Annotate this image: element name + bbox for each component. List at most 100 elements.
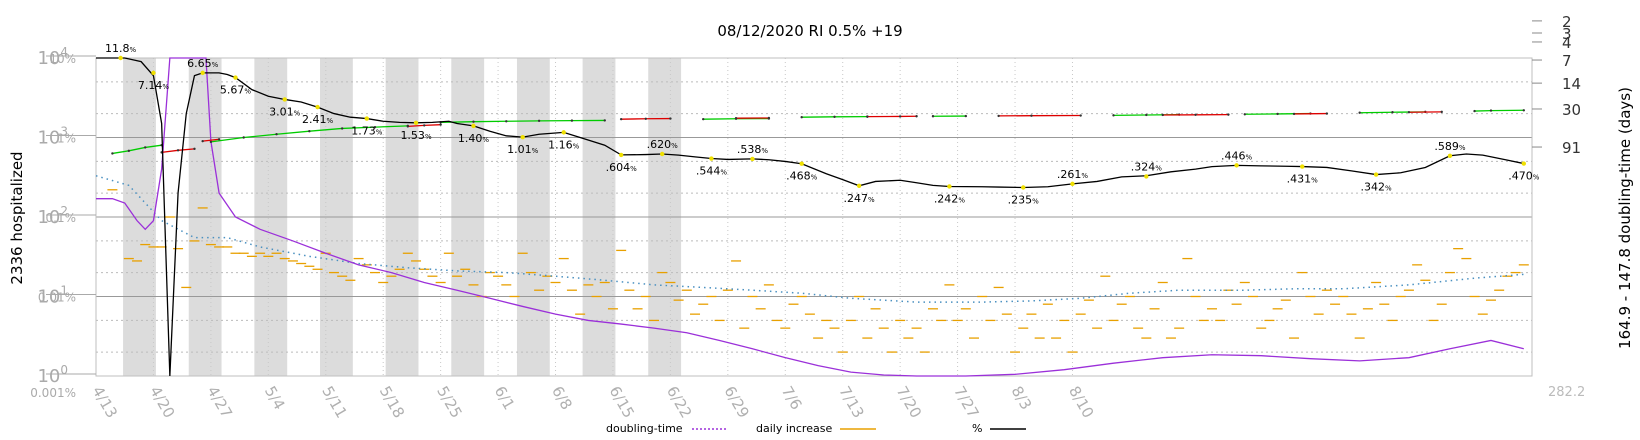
pct-marker-9 (520, 134, 525, 140)
falling-point-5-0 (866, 115, 869, 118)
pct-label-5: 2.41% (302, 113, 334, 126)
x-tick-4: 5/11 (318, 383, 350, 421)
pct-marker-17 (947, 184, 952, 189)
falling-point-2-2 (439, 123, 442, 126)
rising-segment-2 (440, 119, 605, 124)
x-tick-5: 5/18 (376, 383, 408, 421)
falling-point-8-1 (1325, 112, 1329, 115)
pct-marker-14 (750, 156, 755, 162)
falling-point-4-1 (767, 116, 771, 120)
pct-marker-2 (200, 70, 205, 76)
x-tick-6: 5/25 (433, 383, 465, 421)
rising-point-8-1 (1391, 111, 1394, 114)
y-right-tick-3: 7 (1562, 52, 1572, 70)
legend: doubling-time daily increase % (606, 422, 1026, 435)
falling-point-9-1 (1440, 110, 1443, 114)
falling-point-9-0 (1407, 111, 1411, 114)
rising-segment-0 (112, 144, 162, 155)
y-left-tick-1: 101 (37, 284, 68, 308)
x-tick-17: 8/10 (1065, 383, 1097, 421)
pct-marker-23 (1373, 172, 1379, 177)
y-left-tick-0: 100 (37, 363, 68, 387)
pct-label-21: .446% (1221, 149, 1253, 162)
pct-marker-4 (282, 97, 287, 102)
pct-line (96, 57, 1524, 377)
pct-marker-7 (413, 120, 419, 126)
pct-label-14: .538% (737, 143, 769, 156)
rising-point-2-3 (537, 119, 541, 123)
y-left-pct-tick-1: 0.01% (38, 291, 76, 305)
x-tick-9: 6/15 (605, 383, 637, 421)
falling-point-6-2 (1079, 114, 1082, 117)
falling-point-6-0 (997, 114, 1000, 118)
rising-point-2-1 (472, 120, 475, 123)
y-right-tick-4: 14 (1562, 75, 1581, 93)
rising-point-0-1 (127, 149, 131, 153)
rising-point-1-2 (275, 133, 278, 136)
doubling-line (96, 57, 1524, 377)
doubling-time-series (96, 57, 1524, 377)
y-left-tick-4: 104 (37, 45, 68, 69)
x-tick-13: 7/13 (835, 383, 867, 421)
pct-marker-24 (1447, 153, 1453, 158)
rising-point-1-1 (242, 136, 245, 139)
pct-label-0: 11.8% (105, 42, 137, 55)
legend-label-pct: % (972, 422, 982, 435)
trend-series (95, 175, 1524, 303)
pct-label-13: .544% (696, 165, 728, 178)
legend-label-daily: daily increase (756, 422, 832, 435)
rising-point-1-3 (308, 130, 311, 133)
rising-point-5-0 (931, 115, 935, 118)
y-left-tick-3: 103 (37, 125, 68, 149)
plot-frame (95, 57, 1533, 377)
growth-segments (111, 109, 1525, 155)
rising-point-3-0 (702, 117, 705, 121)
x-tick-3: 5/4 (261, 383, 289, 413)
y-left-pct-tick-0: 0.001% (30, 386, 76, 400)
pct-label-20: .324% (1131, 160, 1163, 173)
x-tick-12: 7/6 (778, 383, 806, 413)
falling-point-7-0 (1161, 113, 1164, 117)
x-tick-14: 7/20 (893, 383, 925, 421)
pct-marker-15 (799, 161, 804, 166)
falling-point-3-1 (644, 117, 647, 120)
x-tick-11: 6/29 (720, 383, 752, 421)
y-right-tick-6: 91 (1562, 139, 1581, 157)
pct-label-12: .620% (647, 138, 679, 151)
rising-point-6-1 (1145, 113, 1148, 117)
rising-point-4-0 (800, 116, 803, 119)
falling-point-7-1 (1194, 113, 1197, 116)
rising-point-4-1 (833, 115, 836, 119)
pct-marker-12 (659, 151, 665, 157)
y-right-corner-label: 282.2 (1548, 385, 1585, 400)
pct-marker-16 (856, 183, 862, 188)
falling-point-1-1 (217, 138, 221, 141)
y-axis-left-label: 2336 hospitalized (8, 151, 26, 284)
x-tick-7: 6/1 (491, 383, 519, 413)
pct-marker-1 (151, 70, 156, 76)
pct-marker-20 (1144, 174, 1149, 179)
x-tick-2: 4/27 (203, 383, 235, 421)
rising-point-7-1 (1276, 112, 1279, 116)
pct-marker-25 (1521, 161, 1526, 166)
rising-point-2-2 (505, 120, 508, 123)
falling-point-0-2 (193, 147, 196, 151)
y-left-pct-tick-3: 1% (57, 132, 76, 146)
y-right-tick-0: 2 (1562, 13, 1572, 31)
x-tick-16: 8/3 (1008, 383, 1036, 413)
pct-label-8: 1.40% (458, 132, 490, 145)
pct-marker-8 (471, 123, 476, 129)
rising-point-2-4 (570, 119, 574, 122)
falling-point-5-2 (915, 115, 918, 118)
percent-labels: 11.8% 7.14% 6.65% 5.67% 3.01% 2.41% 1.73% 1.53%… (105, 42, 1540, 207)
rising-point-7-0 (1243, 113, 1247, 116)
pct-marker-18 (1021, 185, 1026, 190)
rising-point-0-0 (111, 152, 114, 155)
percent-series (96, 57, 1524, 377)
pct-marker-21 (1234, 163, 1239, 168)
rising-point-6-0 (1112, 114, 1115, 117)
rising-point-5-1 (964, 114, 968, 118)
pct-label-2: 6.65% (187, 57, 219, 70)
y-right-tick-5: 30 (1562, 101, 1581, 119)
